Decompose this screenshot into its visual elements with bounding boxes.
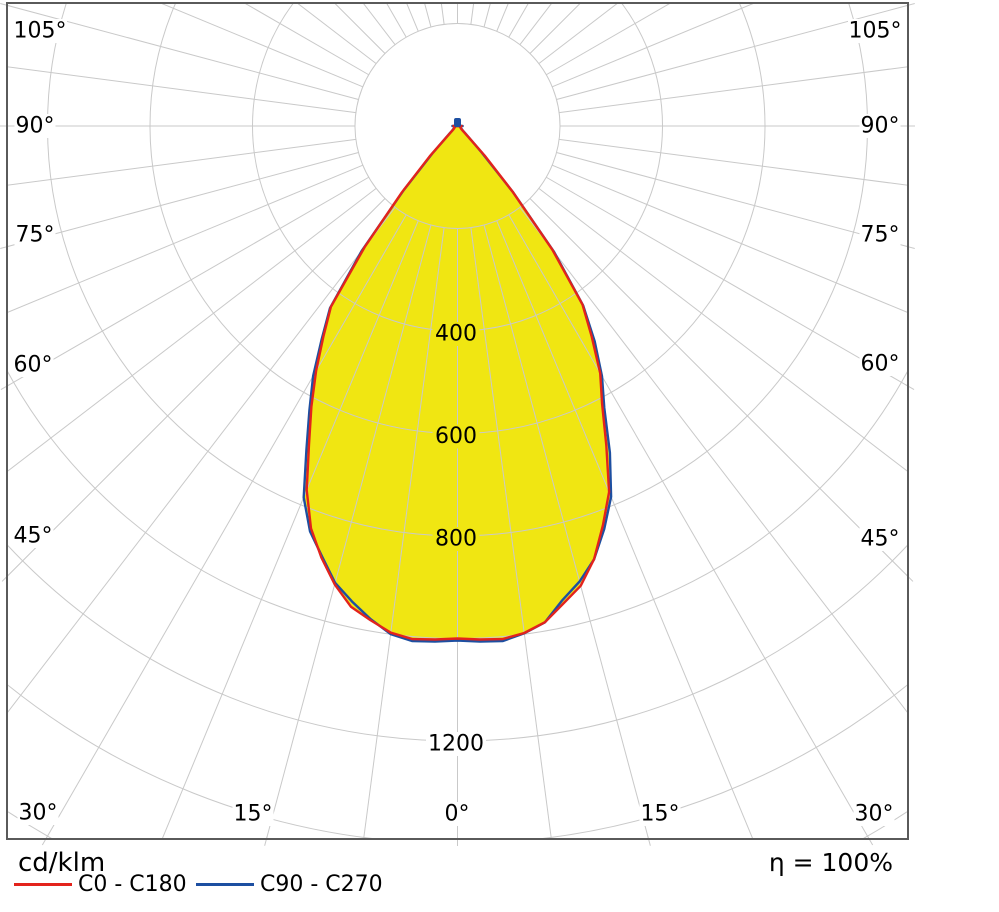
ring-label-1200-bg bbox=[426, 732, 486, 756]
grid-ray bbox=[8, 164, 363, 313]
grid-ray bbox=[8, 207, 396, 713]
ring-label-400-bg bbox=[432, 322, 480, 346]
angle-label-left-bg bbox=[12, 524, 54, 548]
grid-ray bbox=[162, 220, 419, 838]
units-label: cd/klm bbox=[18, 848, 106, 878]
grid-ray bbox=[483, 224, 649, 838]
border-tick bbox=[904, 245, 915, 250]
angle-label-left: 30° bbox=[19, 801, 58, 826]
ring-label-400: 400 bbox=[435, 322, 477, 347]
grid-ray bbox=[552, 4, 754, 88]
angle-label-right-bg bbox=[848, 19, 902, 43]
grid-ray bbox=[8, 198, 386, 577]
border-tick bbox=[647, 835, 651, 846]
border-tick bbox=[0, 2, 11, 7]
angle-label-right: 30° bbox=[855, 802, 894, 827]
angle-label-left: 45° bbox=[14, 524, 53, 549]
angle-label-right-bg bbox=[859, 223, 901, 247]
border-tick bbox=[0, 384, 10, 391]
angle-label-right-bg bbox=[853, 802, 895, 826]
grid-ray bbox=[8, 138, 356, 186]
grid-ray bbox=[8, 152, 359, 247]
legend-swatch-c90 bbox=[196, 883, 254, 886]
curves bbox=[302, 124, 613, 643]
angle-label-right: 90° bbox=[861, 114, 900, 139]
angle-label-left-bg bbox=[17, 801, 59, 825]
angle-label-right-bg bbox=[639, 802, 681, 826]
ring-label-800-bg bbox=[432, 527, 480, 551]
ring-label-600-bg bbox=[432, 424, 480, 449]
angle-label-left-bg bbox=[232, 802, 274, 826]
grid-ray bbox=[538, 188, 907, 472]
angle-label-left: 105° bbox=[14, 19, 67, 44]
grid-ray bbox=[552, 164, 907, 313]
border-ticks bbox=[0, 2, 915, 846]
angle-label-left-bg bbox=[14, 114, 56, 138]
grid-ray bbox=[470, 227, 552, 838]
grid-ray bbox=[559, 66, 907, 114]
grid-ray bbox=[161, 4, 363, 88]
legend-swatch-c0 bbox=[14, 883, 72, 886]
angle-label-left: 15° bbox=[234, 802, 273, 827]
border-tick bbox=[904, 2, 915, 7]
grid-ray bbox=[266, 224, 432, 838]
grid-ray bbox=[508, 214, 870, 838]
angle-label-left: 0° bbox=[445, 802, 470, 827]
legend: C0 - C180 C90 - C270 bbox=[0, 872, 640, 898]
border-tick bbox=[867, 836, 874, 846]
legend-label-c0: C0 - C180 bbox=[78, 872, 187, 897]
angle-label-left: 60° bbox=[14, 353, 53, 378]
border-tick bbox=[905, 384, 915, 391]
angle-label-right: 75° bbox=[861, 223, 900, 248]
efficiency-label: η = 100% bbox=[768, 848, 893, 877]
grid-ray bbox=[8, 176, 369, 387]
grid-ray bbox=[8, 66, 356, 114]
legend-label-c90: C90 - C270 bbox=[260, 872, 383, 897]
grid-ray bbox=[556, 5, 907, 100]
border-tick bbox=[41, 836, 48, 846]
border-tick bbox=[264, 835, 268, 846]
angle-label-right: 60° bbox=[861, 352, 900, 377]
angle-label-right: 45° bbox=[861, 527, 900, 552]
grid-ray bbox=[559, 138, 907, 186]
grid-ray bbox=[496, 220, 753, 838]
angle-label-left-bg bbox=[12, 353, 54, 377]
grid-ray bbox=[519, 207, 907, 713]
curve-c0-c180 bbox=[305, 124, 611, 641]
plot-border bbox=[6, 2, 909, 840]
grid-ray bbox=[529, 198, 907, 577]
angle-label-left: 90° bbox=[16, 114, 55, 139]
angle-label-right-bg bbox=[859, 114, 901, 138]
ring-label-800: 800 bbox=[435, 527, 477, 552]
grid-ray bbox=[8, 5, 359, 100]
ring-label-1200: 1200 bbox=[428, 732, 484, 757]
border-tick bbox=[0, 245, 11, 250]
apex-knob bbox=[454, 118, 461, 127]
grid-ray bbox=[556, 152, 907, 247]
ring-label-600: 600 bbox=[435, 424, 477, 449]
angle-label-right-bg bbox=[859, 527, 901, 551]
angle-label-left-bg bbox=[13, 19, 67, 43]
grid-ray bbox=[8, 188, 377, 472]
grid-ray bbox=[45, 214, 407, 838]
angle-label-right: 105° bbox=[849, 19, 902, 44]
grid-ray bbox=[363, 227, 445, 838]
angle-label-left-bg bbox=[14, 223, 56, 247]
angle-label-left-bg bbox=[443, 802, 471, 826]
grid-ray bbox=[546, 176, 907, 387]
angle-label-right: 15° bbox=[641, 802, 680, 827]
chart-labels: 105° 90° 75° 60° 45° 30° 15° 0° 105° 90° 75° 60° 45°… bbox=[12, 19, 902, 827]
angle-label-left: 75° bbox=[16, 223, 55, 248]
angle-label-right-bg bbox=[859, 352, 901, 376]
